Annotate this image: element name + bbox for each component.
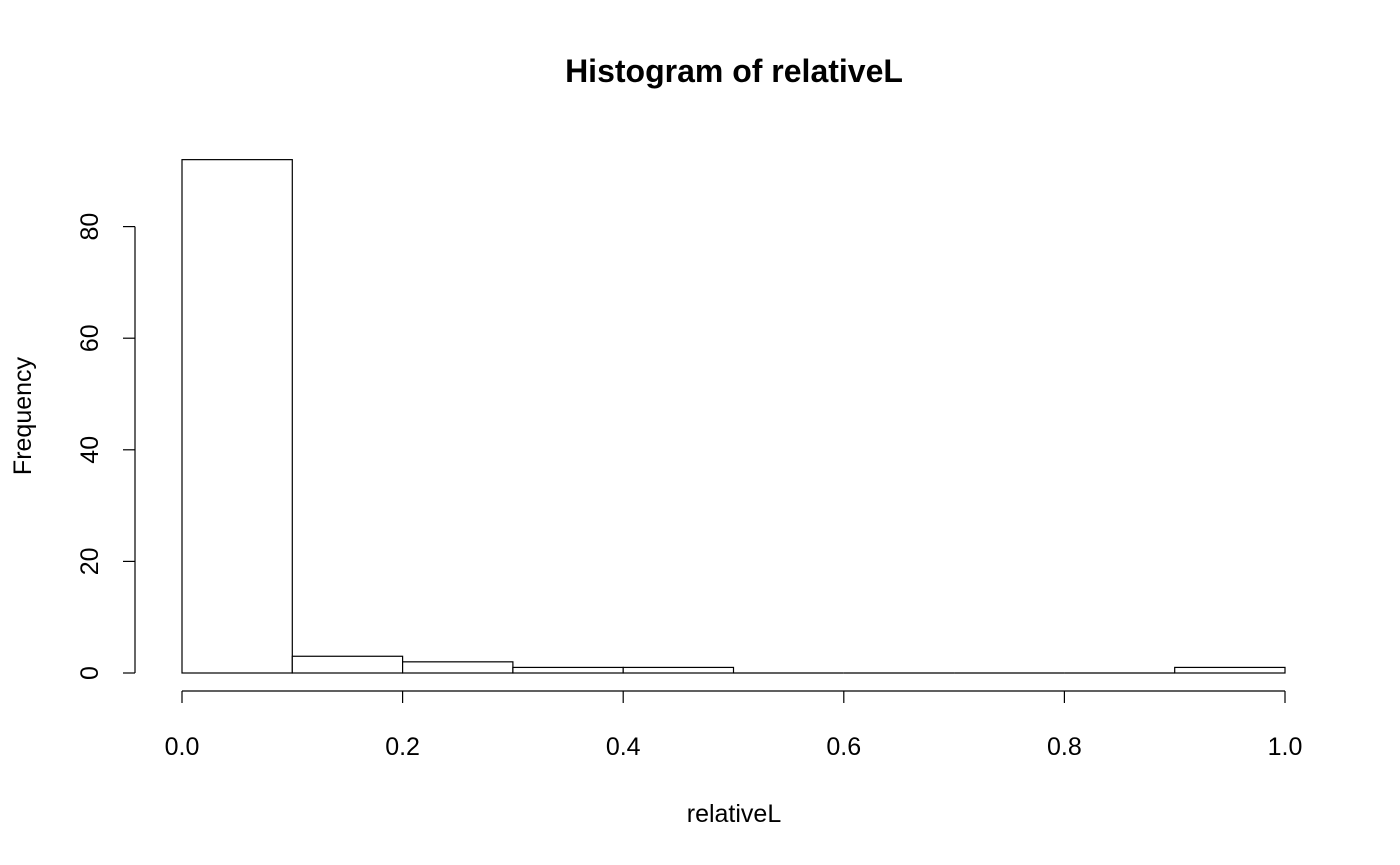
y-tick-label-3: 60 [76,324,104,352]
x-axis: 0.0 0.2 0.4 0.6 0.8 1.0 [165,690,1303,761]
y-tick-label-4: 80 [76,213,104,241]
x-tick-label-5: 1.0 [1268,733,1303,761]
x-tick-label-0: 0.0 [165,733,200,761]
y-tick-label-0: 0 [76,666,104,680]
histogram-bar-4 [622,666,735,674]
y-axis: 0 20 40 60 80 [76,213,136,680]
x-tick-label-4: 0.8 [1047,733,1082,761]
x-tick-label-2: 0.4 [606,733,641,761]
histogram-bar-3 [512,666,624,674]
histogram-bar-0 [181,159,293,674]
bars-group [181,159,1286,674]
histogram-bar-9 [1174,666,1286,674]
y-tick-label-2: 40 [76,436,104,464]
y-axis-label: Frequency [9,356,37,475]
x-axis-label: relativeL [687,800,782,828]
x-tick-label-1: 0.2 [385,733,420,761]
y-tick-label-1: 20 [76,547,104,575]
x-tick-label-3: 0.6 [826,733,861,761]
chart-title: Histogram of relativeL [565,53,903,89]
histogram-bar-1 [291,655,404,674]
histogram-bar-2 [402,661,514,674]
